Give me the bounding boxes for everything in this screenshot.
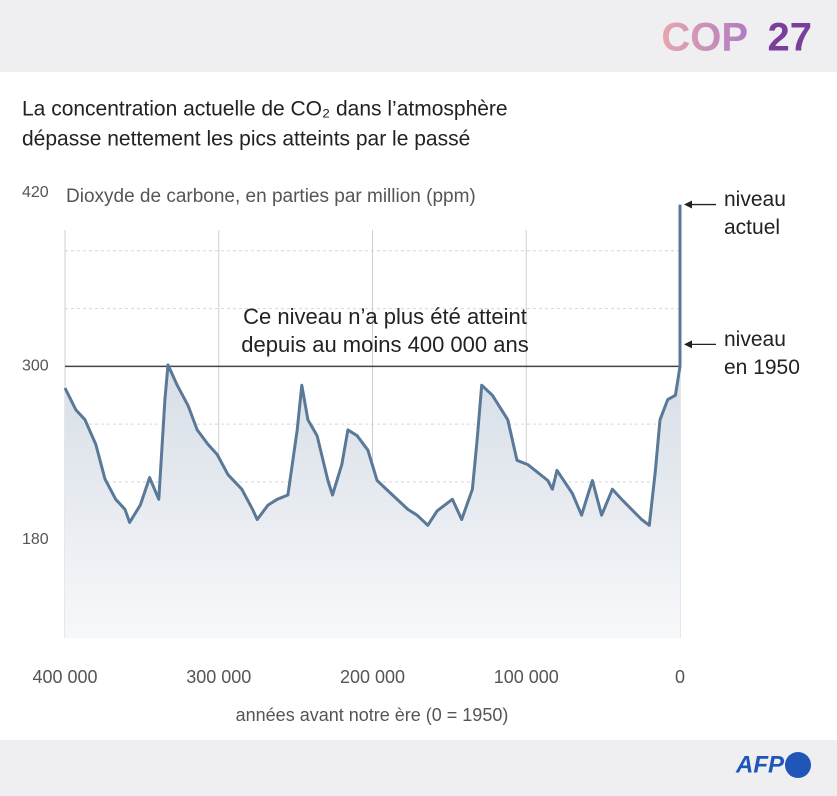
chart-title: dépasse nettement les pics atteints par … [22,128,470,151]
x-tick-label: 200 000 [340,667,405,687]
reference-label: Ce niveau n’a plus été atteint [243,304,527,329]
reference-label: depuis au moins 400 000 ans [241,332,528,357]
logo-cop: COP [661,16,748,60]
annotation-arrowhead [684,340,692,349]
annotation-label: niveau [724,328,786,351]
logo-afp-dot [785,752,811,778]
y-tick-label: 300 [22,358,49,375]
annotation-arrowhead [684,200,692,209]
annotation-label: en 1950 [724,356,800,379]
header-band [0,0,837,72]
chart-subtitle: Dioxyde de carbone, en parties par milli… [66,186,476,207]
chart-title: La concentration actuelle de CO₂ dans l’… [22,98,508,121]
x-tick-label: 100 000 [494,667,559,687]
line [63,204,682,527]
area [65,204,680,638]
logo-afp: AFP [735,751,785,778]
annotation-label: actuel [724,216,780,239]
x-tick-label: 400 000 [32,667,97,687]
y-tick-label: 180 [22,531,49,548]
y-tick-label: 420 [22,184,49,201]
annotation-label: niveau [724,188,786,211]
x-tick-label: 300 000 [186,667,251,687]
x-axis-label: années avant notre ère (0 = 1950) [236,705,509,725]
footer-band [0,740,837,796]
logo-num: 27 [768,16,813,60]
x-tick-label: 0 [675,667,685,687]
